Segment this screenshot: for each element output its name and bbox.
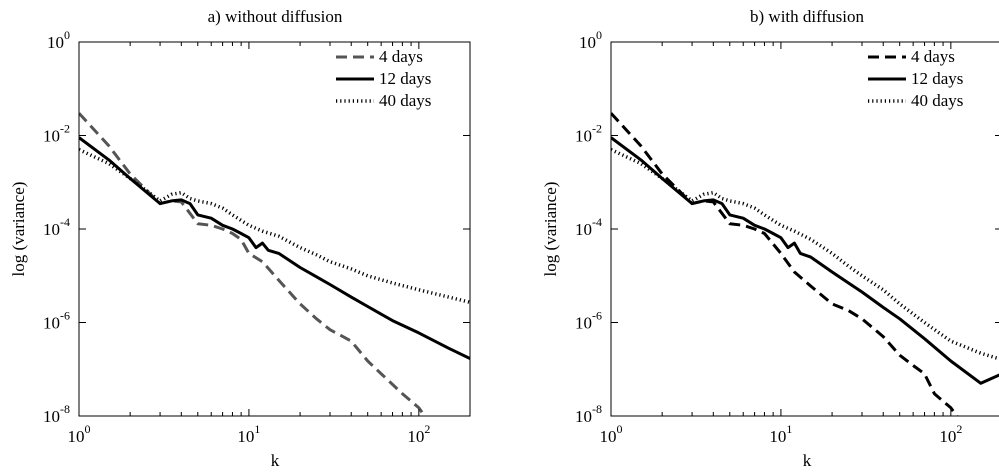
y-tick-label-exp: -4 [60,215,70,229]
x-tick-label: 102 [407,422,430,446]
series-line-4-days [611,112,959,416]
x-tick-label-exp: 2 [424,422,430,436]
panel-a-axes-box [78,41,471,417]
x-tick-label-base: 10 [939,427,956,446]
x-tick-label-exp: 0 [617,422,623,436]
series-line-4-days [79,112,427,416]
y-tick-label: 100 [47,28,70,52]
y-tick-label-base: 10 [575,220,592,239]
x-tick-label-base: 10 [407,427,424,446]
panel-b-xlabel: k [803,451,812,470]
panel-a: a) without diffusion log (variance) k 10… [9,7,471,470]
panel-a-series-group [79,112,470,416]
legend-label: 40 days [379,91,431,110]
y-tick-label-exp: 0 [64,28,70,42]
y-tick-label-base: 10 [43,220,60,239]
x-tick-label: 101 [237,422,260,446]
panel-b: b) with diffusion log (variance) k 100 10… [541,7,999,470]
series-line-40-days [611,148,999,361]
y-tick-label-base: 10 [575,127,592,146]
x-tick-label: 100 [68,422,91,446]
y-tick-label-exp: -2 [60,122,70,136]
y-tick-label-exp: -2 [592,122,602,136]
y-tick-label-base: 10 [579,33,596,52]
y-tick-label-base: 10 [575,314,592,333]
legend-label: 40 days [911,91,963,110]
y-tick-label-base: 10 [43,314,60,333]
y-tick-label-exp: -8 [60,402,70,416]
x-tick-label-exp: 2 [956,422,962,436]
y-tick-label-exp: 0 [596,28,602,42]
legend-label: 12 days [911,69,963,88]
panel-b-ylabel: log (variance) [541,182,560,277]
series-line-12-days [79,136,470,360]
y-tick-label: 10-2 [575,122,602,146]
x-tick-label-base: 10 [600,427,617,446]
y-tick-label-base: 10 [43,407,60,426]
y-tick-label-exp: -6 [60,309,70,323]
y-tick-label: 10-6 [575,309,602,333]
y-tick-label: 10-8 [575,402,602,426]
x-tick-label: 100 [600,422,623,446]
y-tick-label: 10-6 [43,309,70,333]
x-tick-label: 101 [769,422,792,446]
legend-label: 12 days [379,69,431,88]
x-tick-label-exp: 0 [85,422,91,436]
x-tick-label-base: 10 [769,427,786,446]
x-tick-label-exp: 1 [786,422,792,436]
y-tick-label: 10-8 [43,402,70,426]
x-tick-label-exp: 1 [254,422,260,436]
panel-b-series-group [611,112,999,416]
panel-a-xlabel: k [271,451,280,470]
y-tick-label-exp: -6 [592,309,602,323]
y-tick-label-base: 10 [43,127,60,146]
y-tick-label-exp: -8 [592,402,602,416]
x-tick-label: 102 [939,422,962,446]
y-tick-label-base: 10 [47,33,64,52]
y-tick-label-base: 10 [575,407,592,426]
panel-a-ylabel: log (variance) [9,182,28,277]
legend-label: 4 days [379,47,423,66]
x-tick-label-base: 10 [237,427,254,446]
legend-label: 4 days [911,47,955,66]
panel-a-legend: 4 days 12 days 40 days [336,47,431,110]
series-line-12-days [611,136,999,385]
y-tick-label: 100 [579,28,602,52]
panel-b-legend: 4 days 12 days 40 days [868,47,963,110]
y-tick-label: 10-4 [43,215,70,239]
series-line-40-days [79,148,470,304]
panel-b-axes-box [610,41,999,417]
panel-b-title: b) with diffusion [750,7,864,26]
y-tick-label: 10-4 [575,215,602,239]
y-tick-label: 10-2 [43,122,70,146]
y-tick-label-exp: -4 [592,215,602,229]
x-tick-label-base: 10 [68,427,85,446]
panel-a-title: a) without diffusion [208,7,343,26]
